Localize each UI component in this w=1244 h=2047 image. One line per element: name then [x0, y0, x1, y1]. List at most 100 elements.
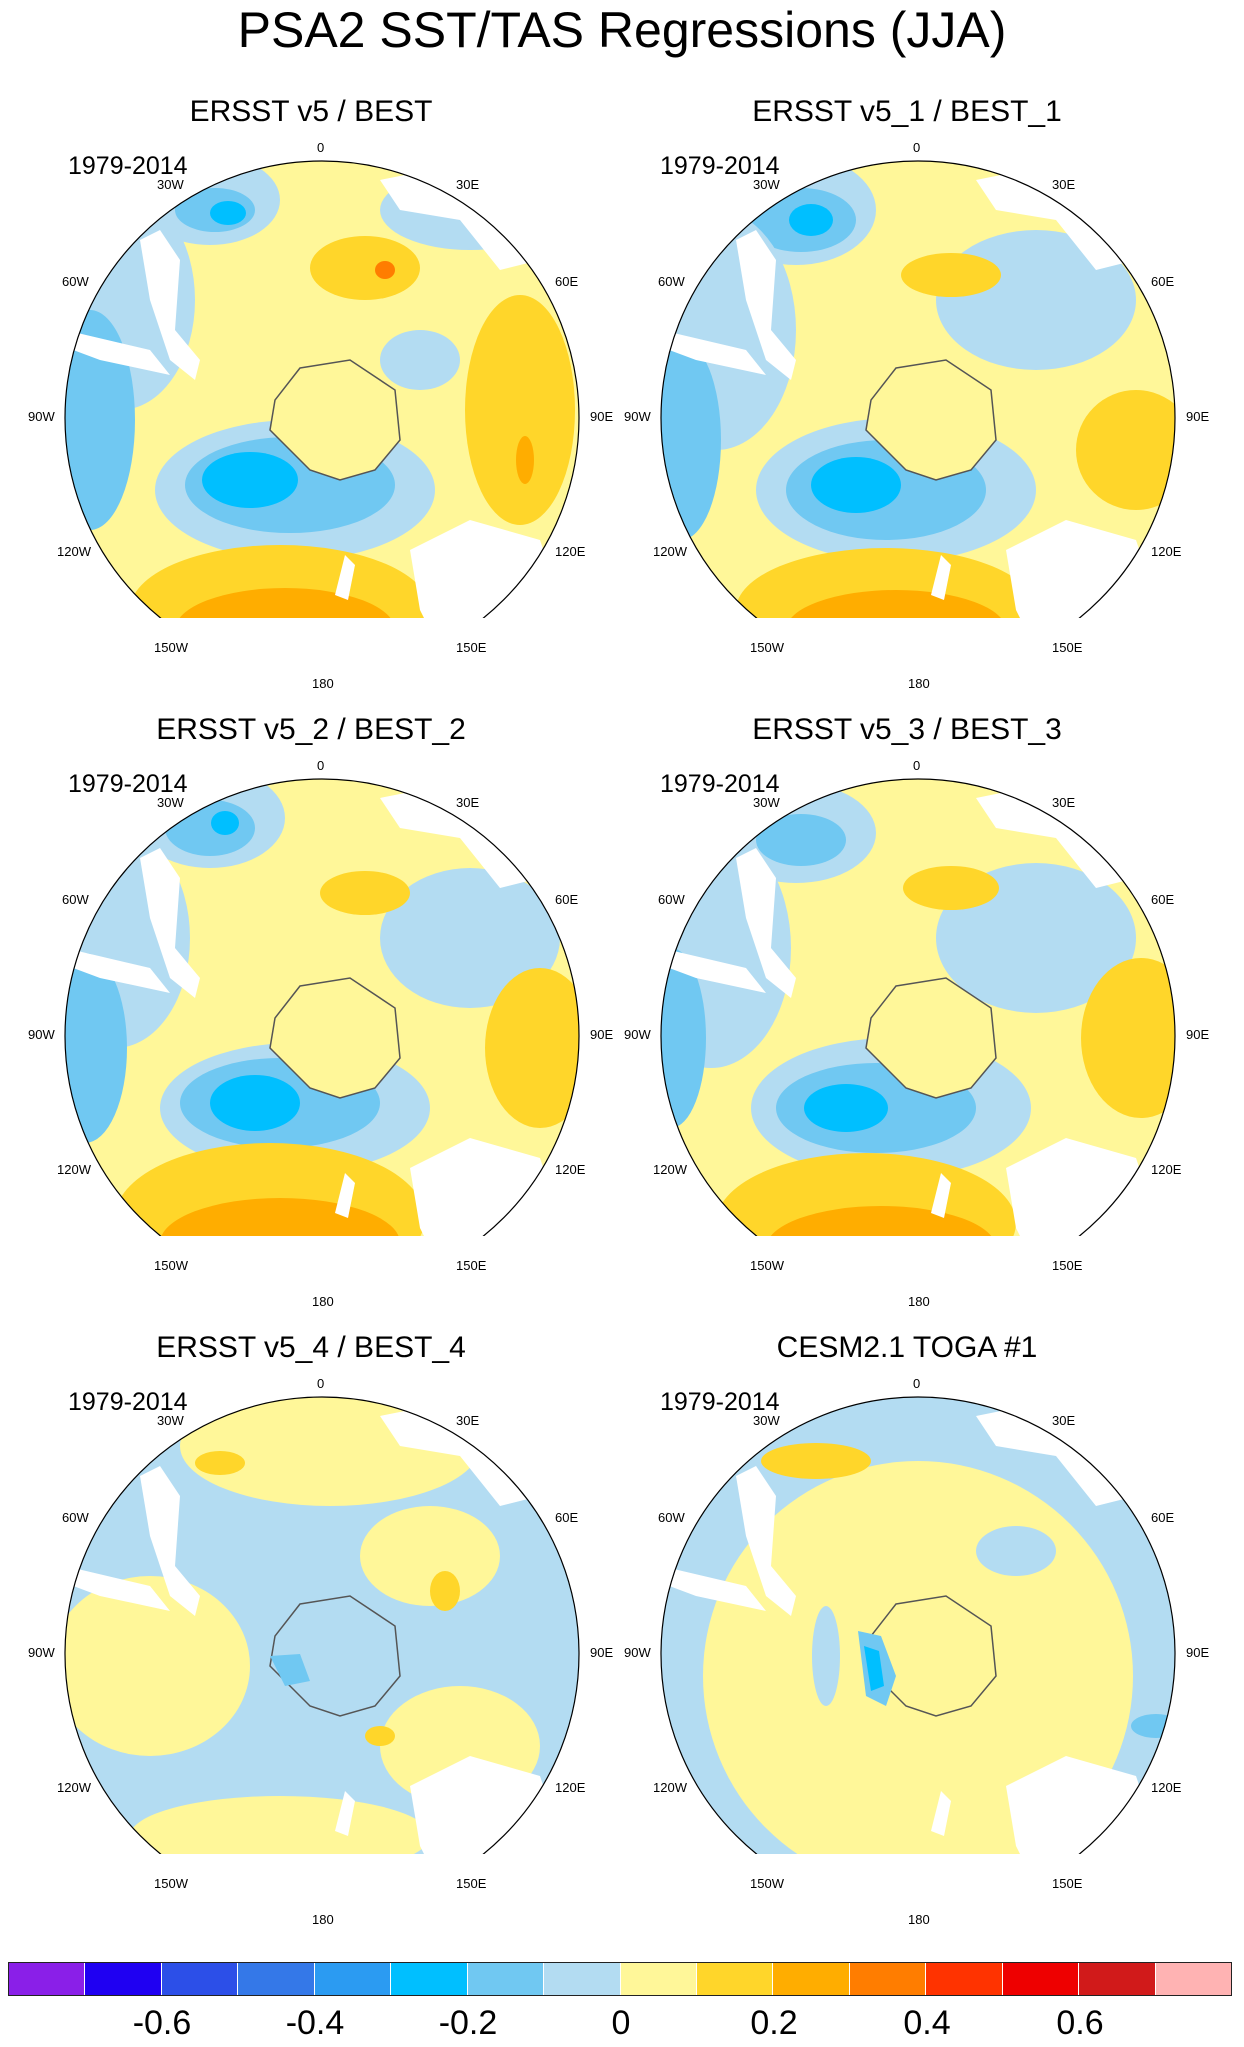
- period-label: 1979-2014: [660, 1388, 780, 1416]
- lon-label: 120W: [653, 1780, 687, 1795]
- colorbar-box: [620, 1963, 697, 1995]
- lon-label: 90W: [624, 1645, 651, 1660]
- lon-label: 150W: [154, 640, 188, 655]
- anomaly-region: [320, 871, 410, 915]
- south-america-landmass: [736, 230, 796, 380]
- lon-label: 180: [312, 1912, 334, 1927]
- colorbar-tick-label: 0.4: [903, 2004, 951, 2042]
- lon-label: 150W: [154, 1258, 188, 1273]
- coastal-landmass: [661, 948, 766, 993]
- panel-1: ERSST v5 / BEST 1979-2014 0 30E 60E 90E …: [0, 0, 622, 691]
- lon-label: 60E: [555, 274, 579, 289]
- new-zealand-landmass: [931, 555, 951, 600]
- anomaly-region: [210, 1075, 300, 1131]
- map-border: [660, 1396, 1176, 1854]
- antarctica-outline: [269, 359, 401, 481]
- lon-label: 60E: [555, 892, 579, 907]
- australia-landmass: [410, 1756, 560, 1854]
- anomaly-region: [903, 866, 999, 910]
- lon-label: 60W: [62, 274, 89, 289]
- anomaly-region: [160, 1198, 400, 1236]
- polar-map: [64, 1396, 580, 1854]
- lon-label: 30W: [157, 795, 184, 810]
- panel-3: ERSST v5_2 / BEST_2 1979-2014 0 30E 60E …: [0, 618, 622, 1309]
- polar-map: [64, 160, 580, 618]
- lon-label: 30W: [157, 177, 184, 192]
- period-label: 1979-2014: [68, 1388, 188, 1416]
- lon-label: 90E: [590, 1027, 614, 1042]
- colorbar-box: [926, 1963, 1003, 1995]
- lon-label: 180: [908, 1294, 930, 1309]
- colorbar-box: [1079, 1963, 1156, 1995]
- anomaly-region: [812, 1606, 840, 1706]
- anomaly-region: [901, 253, 1001, 297]
- lon-label: 120W: [57, 544, 91, 559]
- lon-label: 150E: [1052, 1258, 1083, 1273]
- lon-label: 60W: [658, 1510, 685, 1525]
- map-border: [64, 160, 580, 618]
- anomaly-region: [756, 814, 846, 866]
- panel-title: ERSST v5_2 / BEST_2: [156, 713, 466, 746]
- lon-label: 150E: [456, 640, 487, 655]
- antarctica-outline: [865, 359, 997, 481]
- lon-label: 90W: [624, 1027, 651, 1042]
- anomaly-region: [516, 436, 534, 484]
- anomaly-region: [789, 204, 833, 236]
- colorbar-box: [161, 1963, 239, 1995]
- lon-label: 60E: [555, 1510, 579, 1525]
- map-border: [64, 1396, 580, 1854]
- colorbar-box: [1155, 1963, 1231, 1995]
- panel-4: ERSST v5_3 / BEST_3 1979-2014 0 30E 60E …: [596, 618, 1218, 1309]
- lon-label: 30E: [456, 177, 480, 192]
- lon-label: 30E: [1052, 177, 1076, 192]
- coastal-landmass: [65, 330, 170, 375]
- polar-map: [64, 778, 580, 1236]
- map-border: [64, 778, 580, 1236]
- new-zealand-landmass: [931, 1173, 951, 1218]
- australia-landmass: [410, 1138, 560, 1236]
- anomaly-region: [380, 330, 460, 390]
- anomaly-region: [1131, 1714, 1175, 1738]
- map-border: [660, 778, 1176, 1236]
- lon-label: 30E: [456, 795, 480, 810]
- lon-label: 120E: [1151, 544, 1182, 559]
- anomaly-region: [65, 953, 127, 1143]
- lon-label: 120W: [653, 544, 687, 559]
- lon-label: 60W: [658, 274, 685, 289]
- colorbar-tick-label: 0.2: [750, 2004, 798, 2042]
- colorbar-box: [238, 1963, 315, 1995]
- anomaly-region: [804, 1084, 888, 1132]
- colorbar-box: [849, 1963, 927, 1995]
- lon-label: 150W: [154, 1876, 188, 1891]
- lon-label: 60E: [1151, 892, 1175, 907]
- lon-label: 30E: [1052, 795, 1076, 810]
- lon-label: 120E: [1151, 1162, 1182, 1177]
- lon-label: 30W: [157, 1413, 184, 1428]
- anomaly-region: [365, 1726, 395, 1746]
- anomaly-region: [375, 261, 395, 279]
- lon-label: 150W: [750, 1876, 784, 1891]
- anomaly-region: [202, 452, 298, 508]
- lon-label: 0: [317, 1376, 325, 1391]
- lon-label: 180: [908, 676, 930, 691]
- south-america-landmass: [140, 1466, 200, 1616]
- africa-landmass: [976, 788, 1136, 888]
- lon-label: 150E: [1052, 640, 1083, 655]
- anomaly-region: [360, 1506, 500, 1606]
- anomaly-region: [864, 1646, 884, 1691]
- panel-title: ERSST v5 / BEST: [189, 95, 433, 128]
- polar-map: [660, 778, 1176, 1236]
- lon-label: 150W: [750, 640, 784, 655]
- colorbar-tick-label: -0.6: [132, 2004, 192, 2042]
- lon-label: 60E: [1151, 274, 1175, 289]
- lon-label: 60E: [1151, 1510, 1175, 1525]
- lon-label: 90E: [590, 1645, 614, 1660]
- anomaly-region: [766, 1206, 996, 1236]
- australia-landmass: [1006, 520, 1156, 618]
- lon-label: 60W: [62, 892, 89, 907]
- africa-landmass: [976, 1406, 1136, 1506]
- south-america-landmass: [736, 1466, 796, 1616]
- coastal-landmass: [661, 330, 766, 375]
- panel-title: ERSST v5_4 / BEST_4: [156, 1331, 466, 1364]
- colorbar-box: [544, 1963, 621, 1995]
